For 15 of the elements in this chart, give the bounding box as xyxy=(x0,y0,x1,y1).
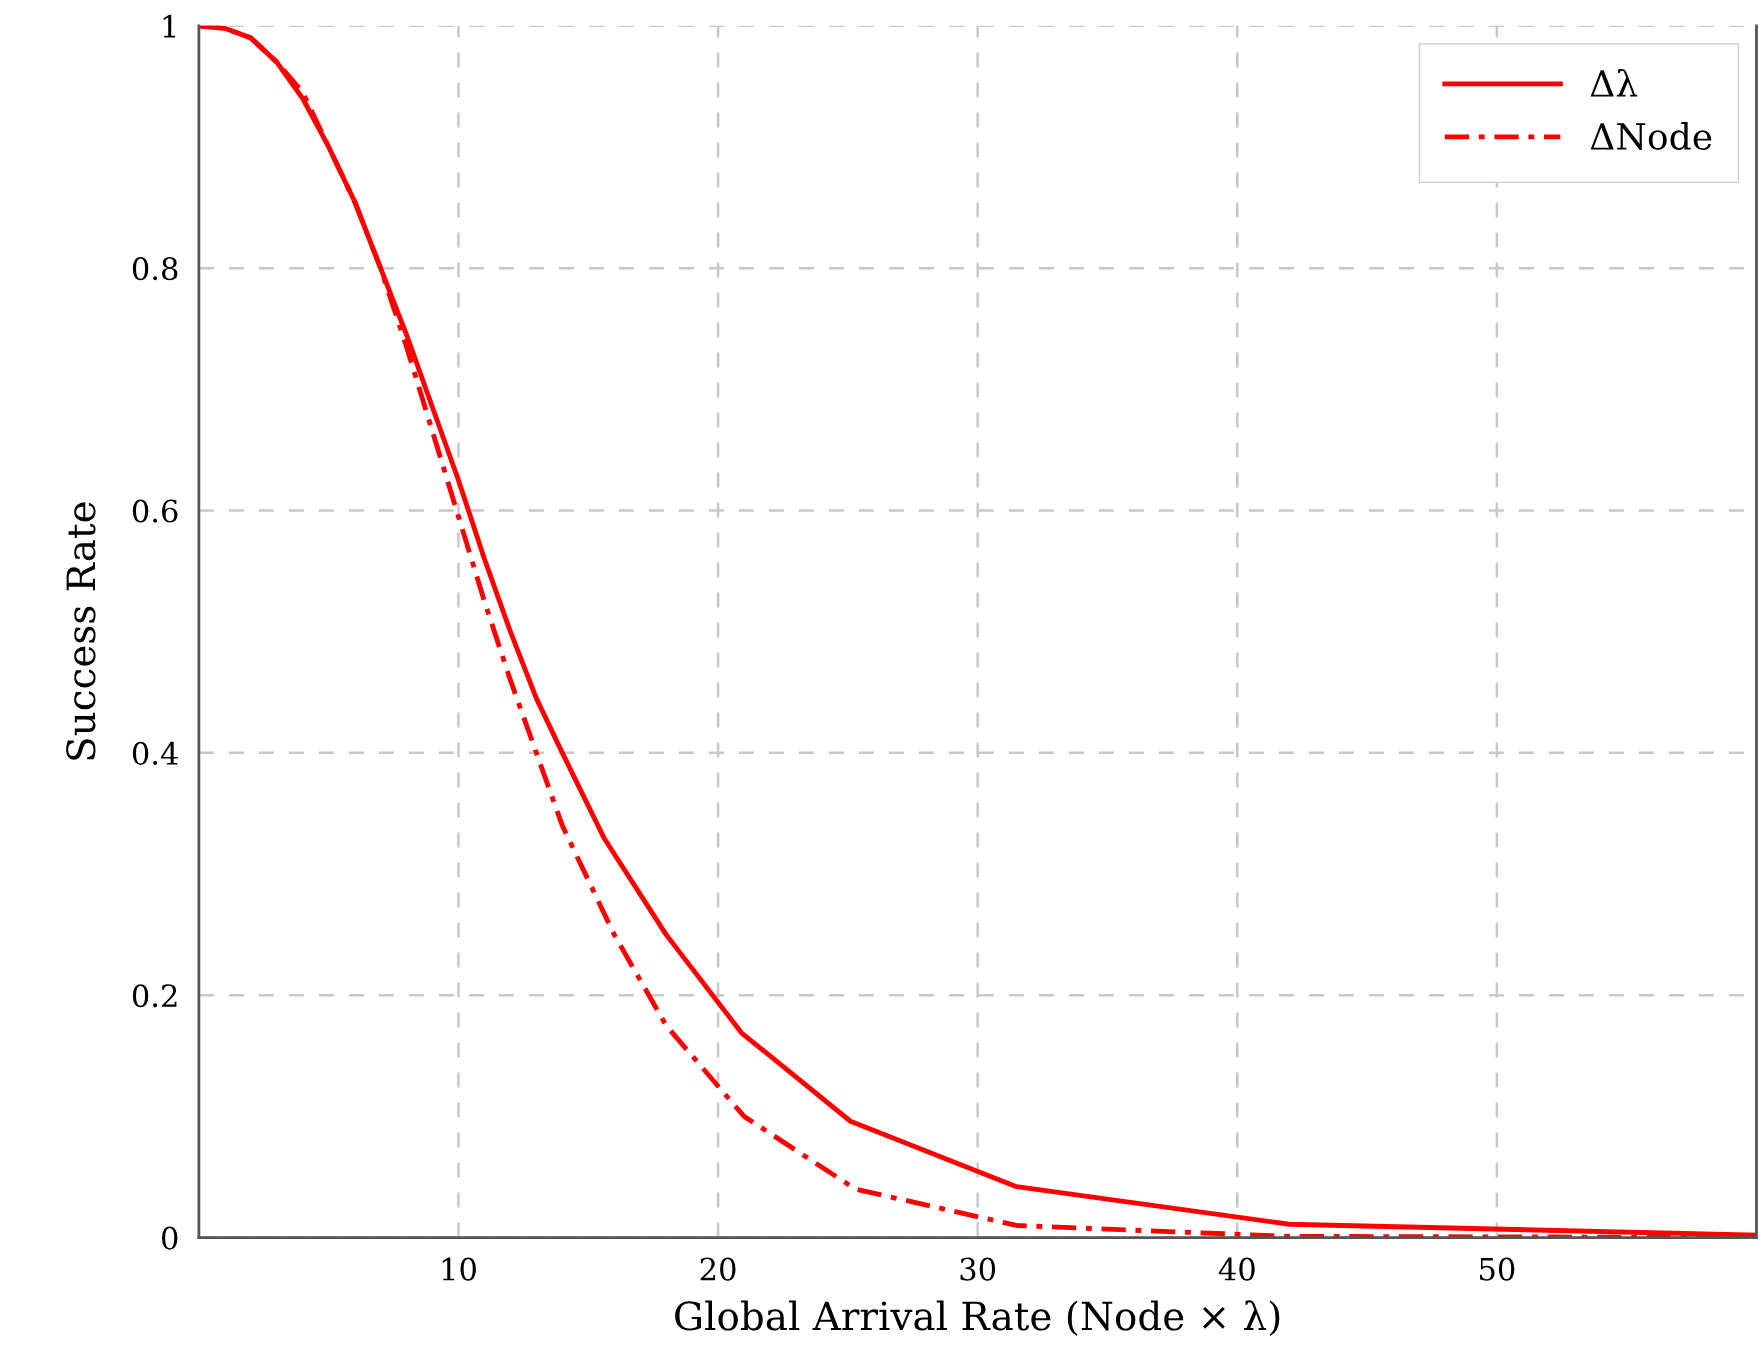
y-axis-title: Success Rate xyxy=(66,502,96,760)
x-axis-title: Global Arrival Rate (Node × λ) xyxy=(675,1300,1280,1337)
y-tick-label: 1 xyxy=(163,14,176,38)
x-tick-label: 50 xyxy=(1480,1257,1515,1281)
legend-label: Δλ xyxy=(1590,68,1638,97)
x-tick-label: 40 xyxy=(1218,1257,1255,1281)
y-tick-label: 0 xyxy=(162,1226,178,1250)
y-tick-label: 0.8 xyxy=(132,257,178,281)
y-tick-label: 0.6 xyxy=(132,499,178,523)
x-tick-label: 10 xyxy=(442,1257,476,1281)
y-tick-label: 0.4 xyxy=(132,741,178,765)
x-tick-label: 30 xyxy=(960,1257,996,1281)
legend-label: ΔNode xyxy=(1590,122,1712,151)
y-tick-label: 0.2 xyxy=(132,984,177,1008)
x-tick-label: 20 xyxy=(700,1257,736,1281)
